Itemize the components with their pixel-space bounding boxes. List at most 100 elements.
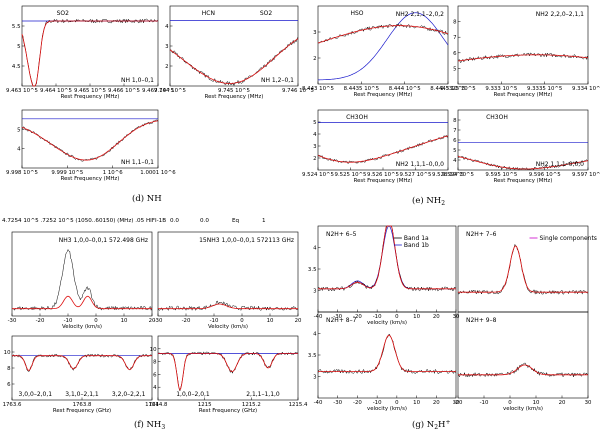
panel-frame: [457, 311, 589, 399]
series-model: [158, 353, 298, 391]
x-tick-label: -20: [353, 400, 362, 406]
x-tick-label: 9.333 10^5: [485, 86, 517, 92]
panel-frame: [157, 335, 299, 401]
nh3-header-stray-text: 4.7254 10^5 .7252 10^5 (1050..60150) (MH…: [2, 218, 166, 224]
x-tick-label: 1214.8: [149, 402, 168, 408]
series-model: [318, 334, 456, 372]
x-tick-label: 9.746 10^5: [282, 88, 314, 94]
y-tick-label: 8: [453, 118, 457, 124]
panels: 9.463 10^5 9.464 10^5 9.465 10^5 9.466 10^5…: [3, 5, 600, 414]
x-tick-label: 9.596 10^5: [529, 172, 561, 178]
x-axis-title: Rest Frequency (MHz): [354, 178, 413, 184]
line-annotation: NH 1,0–0,1: [121, 77, 154, 84]
series-model: [317, 25, 449, 44]
series-observed: [457, 243, 589, 295]
y-tick-label: 3: [165, 44, 168, 50]
caption-nh: (d) NH: [132, 193, 162, 204]
x-tick-label: 1215.4: [289, 402, 308, 408]
y-tick-label: 8: [453, 20, 457, 26]
series-model: [169, 38, 299, 84]
y-tick-label: 6: [453, 51, 457, 57]
y-tick-label: 5: [453, 148, 456, 154]
x-tick-label: 9.526 10^5: [367, 172, 399, 178]
y-tick-label: 10: [150, 347, 157, 353]
panel-frame: [21, 5, 159, 87]
y-tick-label: 3: [313, 375, 316, 381]
x-tick-label: 0: [94, 318, 98, 324]
x-axis-title: velocity (km/s): [367, 320, 407, 326]
transition-label: 3,2,0–2,2,1: [112, 391, 146, 398]
x-tick-label: 9.465 10^5: [74, 88, 106, 94]
x-tick-label: -30: [333, 400, 342, 406]
line-annotation: N2H+ 6–5: [326, 231, 357, 238]
x-tick-label: 30: [585, 400, 592, 406]
x-tick-label: 10: [413, 400, 420, 406]
panel-n2h_c: -40 -30 -20 -10 0 10 20 30 3 3.5 4 velocity (km/s) N…: [308, 311, 460, 412]
line-annotation: N2H+ 8–7: [326, 317, 357, 324]
y-tick-label: 2: [313, 156, 316, 162]
y-tick-label: 3: [313, 144, 316, 150]
series-model: [457, 156, 589, 170]
x-tick-label: 9.524 10^5: [302, 172, 334, 178]
x-tick-label: 1763.8: [73, 402, 92, 408]
y-tick-label: 8: [153, 360, 157, 366]
y-tick-label: 3.5: [308, 267, 317, 273]
panel-n2h_b: N2H+ 7–6 Single components: [457, 225, 597, 313]
x-tick-label: 20: [559, 400, 566, 406]
x-tick-label: 9.999 10^5: [51, 170, 83, 176]
line-annotation: NH 1,2–0,1: [261, 77, 294, 84]
x-axis-title: Rest Frequency (MHz): [494, 178, 553, 184]
nh3-header-value-4: 1: [262, 218, 266, 224]
series-model: [12, 355, 152, 371]
y-tick-label: 2: [313, 56, 316, 62]
x-tick-label: 1.0001 10^6: [140, 170, 176, 176]
x-tick-label: 10: [121, 318, 128, 324]
x-tick-label: -20: [353, 314, 362, 320]
line-annotation: NH2 2,1,1–2,0,2: [396, 11, 444, 18]
panel-frame: [457, 5, 589, 85]
x-tick-label: 8.443 10^5: [302, 86, 334, 92]
x-tick-label: -30: [154, 318, 163, 324]
x-tick-label: -20: [36, 318, 45, 324]
panel-nh_b: 9.744 10^5 9.745 10^5 9.746 10^5 2 3 4 Rest Fr…: [154, 5, 314, 100]
series-model: [458, 245, 588, 293]
x-tick-label: 1215: [198, 402, 212, 408]
y-tick-label: 5: [313, 120, 316, 126]
x-tick-label: 10: [413, 314, 420, 320]
x-tick-label: 30: [453, 400, 460, 406]
x-tick-label: 9.463 10^5: [6, 88, 38, 94]
x-tick-label: 9.527 10^5: [400, 172, 432, 178]
x-axis-title: Rest Frequency (MHz): [494, 92, 553, 98]
panel-nh3_a: -30 -20 -10 0 10 20 Velocity (km/s) NH3 1,0,0–0…: [8, 231, 156, 330]
nh3-header-value-3: Eq: [232, 218, 240, 224]
panel-nh2_c: 9.524 10^5 9.525 10^5 9.526 10^5 9.527 10^5…: [302, 109, 464, 184]
x-tick-label: -10: [373, 314, 382, 320]
series-model: [457, 54, 589, 62]
y-tick-label: 10: [4, 350, 11, 356]
panel-frame: [21, 109, 159, 169]
series-model: [318, 225, 456, 290]
legend-label: Band 1b: [404, 242, 429, 249]
x-tick-label: -30: [333, 314, 342, 320]
series-blend: [318, 12, 449, 81]
series-observed: [21, 119, 159, 162]
y-tick-label: 5.5: [12, 24, 21, 30]
line-annotation: NH 1,1–0,1: [121, 159, 154, 166]
line-annotation: NH3 1,0,0–0,0,1 572.498 GHz: [59, 237, 148, 244]
x-axis-title: Velocity (km/s): [62, 324, 102, 330]
x-axis-title: Rest Frequency (GHz): [199, 408, 257, 414]
x-tick-label: 20: [295, 318, 302, 324]
x-axis-title: velocity (km/s): [367, 406, 407, 412]
x-tick-label: 0: [395, 400, 399, 406]
x-tick-label: 8.4435 10^5: [344, 86, 379, 92]
x-axis-title: Rest Frequency (MHz): [354, 92, 413, 98]
x-tick-label: 9.464 10^5: [40, 88, 72, 94]
panel-frame: [169, 5, 299, 87]
y-tick-label: 4: [313, 132, 317, 138]
x-tick-label: 9.597 10^5: [572, 172, 600, 178]
x-tick-label: 9.594 10^5: [442, 172, 474, 178]
series-model: [21, 120, 159, 161]
panel-nh2_d: 9.594 10^5 9.595 10^5 9.596 10^5 9.597 10^5…: [442, 109, 600, 184]
y-tick-label: 5: [453, 66, 456, 72]
x-axis-title: velocity (km/s): [503, 406, 543, 412]
